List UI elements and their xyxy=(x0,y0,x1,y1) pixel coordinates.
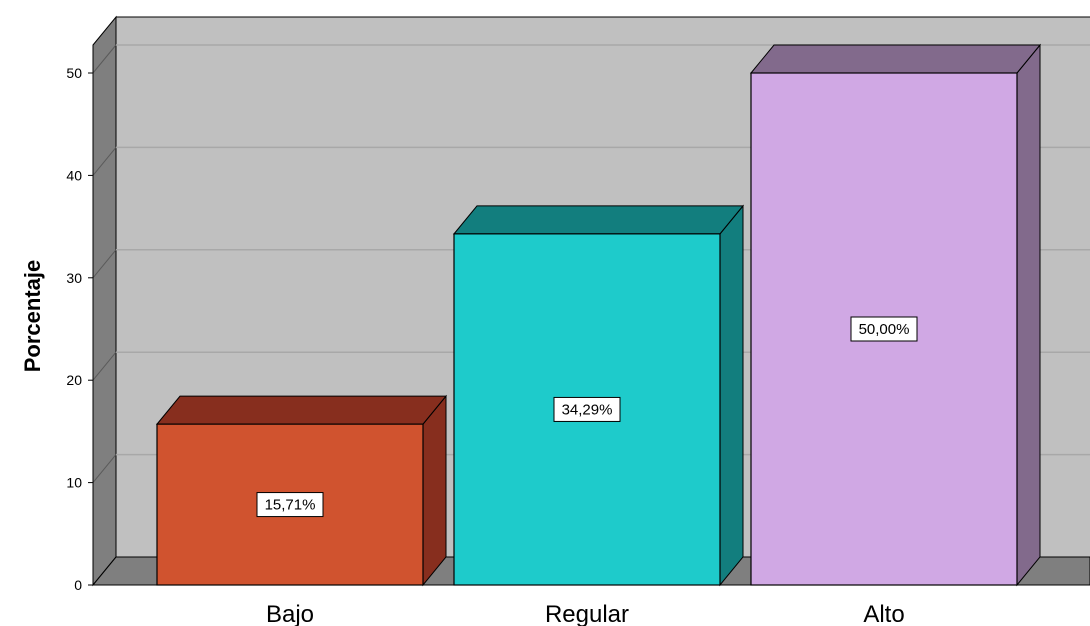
x-axis: Bajo Regular Alto xyxy=(93,584,1070,626)
gridline-side xyxy=(92,147,117,176)
bar-alto: 50,00% xyxy=(749,43,1042,587)
data-label: 34,29% xyxy=(562,401,613,418)
y-tick-label: 0 xyxy=(74,577,82,593)
bar-top xyxy=(749,44,1042,74)
data-label: 15,71% xyxy=(265,497,316,514)
bar-bajo: 15,71% xyxy=(155,394,448,587)
y-axis-title: Porcentaje xyxy=(20,260,45,373)
y-tick-label: 30 xyxy=(66,270,82,286)
data-label: 50,00% xyxy=(859,321,910,338)
bar-top xyxy=(452,205,745,235)
gridline-side xyxy=(92,454,117,483)
x-category-label: Bajo xyxy=(266,601,314,626)
bar-regular: 34,29% xyxy=(452,204,745,587)
y-axis: 0 10 20 30 40 50 xyxy=(66,45,94,593)
y-tick-label: 40 xyxy=(66,167,82,183)
bar-side xyxy=(1016,43,1041,587)
gridline-side xyxy=(92,351,117,381)
x-category-label: Alto xyxy=(863,601,904,626)
gridline-side xyxy=(92,44,117,74)
bar-top xyxy=(155,395,448,425)
bar-side xyxy=(422,394,447,587)
gridline-side xyxy=(92,249,117,279)
y-tick-label: 50 xyxy=(66,65,82,81)
bars: 15,71% 34,29% 50,00% xyxy=(155,43,1042,587)
bar-side xyxy=(719,204,744,587)
data-label-box xyxy=(850,316,918,342)
y-tick-label: 20 xyxy=(66,372,82,388)
y-tick-label: 10 xyxy=(66,475,82,491)
x-category-label: Regular xyxy=(545,601,629,626)
data-label-box xyxy=(256,492,324,518)
data-label-box xyxy=(553,396,621,422)
left-wall xyxy=(92,15,117,587)
